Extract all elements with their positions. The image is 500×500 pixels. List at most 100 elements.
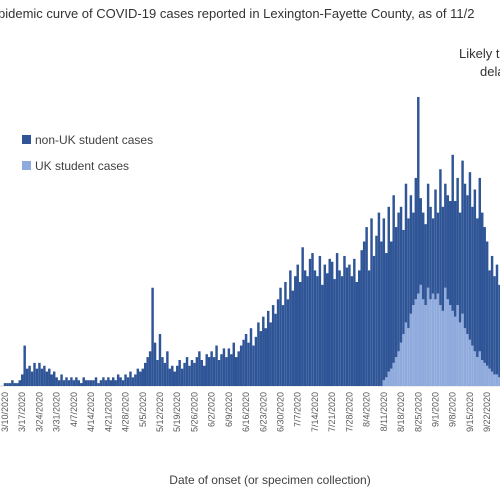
- bar: [458, 212, 462, 323]
- bar: [348, 264, 351, 386]
- bar: [466, 195, 469, 334]
- x-tick-label: 7/21/2020: [327, 392, 337, 432]
- bar: [151, 287, 154, 386]
- bar: [431, 218, 435, 294]
- bar: [301, 247, 304, 386]
- bar: [286, 299, 290, 386]
- bar: [11, 380, 14, 386]
- bar: [394, 227, 398, 358]
- bar: [244, 333, 248, 386]
- bar: [8, 383, 12, 386]
- bar: [210, 351, 213, 386]
- bar: [444, 183, 447, 288]
- x-tick-label: 5/12/2020: [155, 392, 165, 432]
- bar: [171, 365, 174, 386]
- legend-label: non-UK student cases: [35, 133, 153, 147]
- bar: [274, 313, 277, 386]
- bar: [431, 293, 435, 386]
- bar: [323, 264, 327, 386]
- bar: [60, 374, 63, 386]
- bar: [385, 253, 388, 378]
- bar: [134, 374, 137, 386]
- bar: [80, 383, 83, 386]
- bar: [436, 212, 440, 294]
- bar: [52, 371, 56, 386]
- bar: [180, 368, 184, 386]
- bar: [402, 333, 405, 386]
- bar: [355, 281, 359, 386]
- bar: [222, 348, 226, 386]
- x-tick-label: 6/30/2020: [276, 392, 286, 432]
- bar: [102, 377, 105, 386]
- bar: [313, 270, 317, 386]
- bar: [481, 212, 484, 360]
- bar: [424, 305, 427, 386]
- bar: [483, 227, 486, 363]
- bar: [126, 377, 130, 386]
- bar: [414, 177, 418, 300]
- bar: [387, 371, 390, 386]
- bar: [116, 374, 120, 386]
- bar: [434, 299, 437, 386]
- bar: [493, 276, 496, 375]
- bar: [198, 351, 201, 386]
- bar: [33, 362, 36, 386]
- x-tick-label: 6/23/2020: [258, 392, 268, 432]
- bar: [235, 357, 238, 386]
- bar: [308, 258, 312, 386]
- bar: [62, 380, 66, 386]
- bar: [375, 235, 378, 386]
- bar: [18, 380, 21, 386]
- bar: [48, 368, 51, 386]
- bar: [321, 284, 324, 386]
- bar: [57, 380, 61, 386]
- bar: [25, 368, 29, 386]
- bar: [237, 351, 240, 386]
- bar: [284, 281, 287, 386]
- bar: [107, 377, 110, 386]
- bar: [89, 380, 93, 386]
- bar: [6, 383, 9, 386]
- bar: [426, 287, 430, 386]
- x-tick-label: 8/25/2020: [413, 392, 423, 432]
- bar: [481, 359, 484, 386]
- bar: [402, 229, 405, 334]
- bar: [311, 253, 314, 386]
- bar: [453, 201, 457, 317]
- bar: [178, 359, 181, 386]
- bar: [476, 218, 479, 358]
- bar: [279, 287, 282, 386]
- bar: [382, 380, 386, 386]
- bar: [493, 374, 496, 386]
- bar: [353, 258, 356, 386]
- bar: [333, 279, 336, 386]
- bar: [139, 371, 142, 386]
- bar: [461, 313, 464, 386]
- bar: [421, 299, 425, 386]
- bar: [358, 270, 361, 386]
- bar: [262, 316, 265, 386]
- bar: [294, 276, 297, 386]
- bar: [281, 305, 285, 386]
- bar: [476, 357, 479, 386]
- bar: [399, 206, 403, 343]
- bar: [412, 212, 415, 306]
- bar: [271, 305, 275, 386]
- bar: [316, 276, 319, 386]
- bar: [367, 270, 371, 386]
- bar: [488, 368, 491, 386]
- bar: [446, 299, 450, 386]
- bar: [242, 339, 245, 386]
- bar: [227, 348, 231, 386]
- bar: [183, 362, 186, 386]
- bar: [298, 281, 302, 386]
- bar: [377, 212, 381, 386]
- bar: [13, 383, 17, 386]
- x-tick-label: 9/15/2020: [465, 392, 475, 432]
- x-tick-label: 4/21/2020: [103, 392, 113, 432]
- bar: [50, 374, 53, 386]
- bar: [121, 380, 125, 386]
- bar: [370, 218, 373, 386]
- bar: [478, 351, 482, 386]
- bar: [289, 270, 292, 386]
